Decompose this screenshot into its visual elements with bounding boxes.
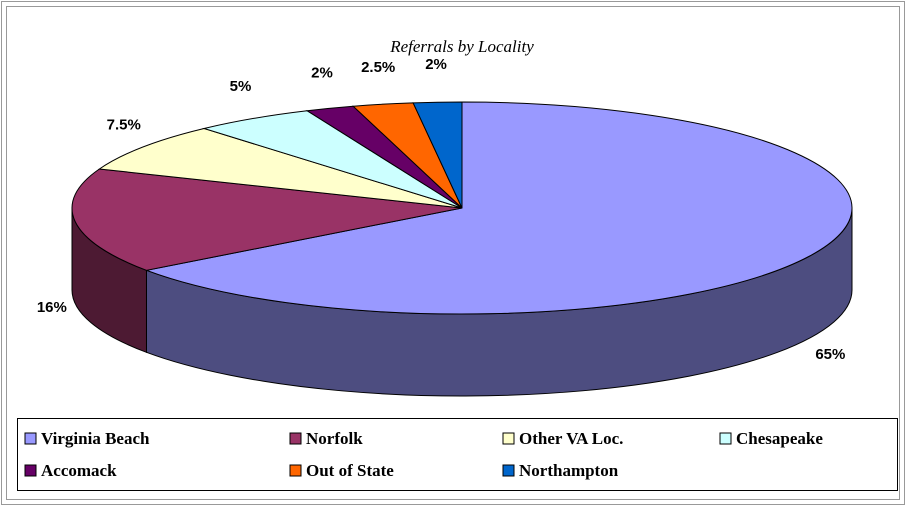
- legend-swatch: [502, 464, 515, 477]
- legend-swatch: [289, 464, 302, 477]
- slice: [412, 101, 463, 209]
- data-label: 65%: [815, 346, 845, 363]
- legend-label: Virginia Beach: [41, 429, 150, 448]
- data-label: 2%: [311, 64, 333, 81]
- legend-label: Northampton: [519, 461, 619, 480]
- inner-frame: [6, 6, 900, 500]
- data-label: 7.5%: [107, 117, 141, 134]
- pie: [71, 101, 853, 397]
- legend-box: [17, 418, 898, 491]
- legend-label: Chesapeake: [736, 429, 823, 448]
- legend-label: Accomack: [41, 461, 117, 480]
- legend-label: Norfolk: [306, 429, 363, 448]
- legend-swatch: [24, 464, 37, 477]
- data-label: 2%: [425, 56, 447, 73]
- legend-swatch: [289, 432, 302, 445]
- legend-swatch: [719, 432, 732, 445]
- slice: [71, 168, 463, 271]
- legend-label: Out of State: [306, 461, 394, 480]
- legend-label: Other VA Loc.: [519, 429, 623, 448]
- slice: [97, 127, 463, 209]
- chart-title: Referrals by Locality: [389, 37, 534, 56]
- data-label: 16%: [37, 299, 67, 316]
- data-label: 5%: [230, 78, 252, 95]
- legend-swatch: [24, 432, 37, 445]
- slice: [144, 101, 853, 315]
- data-label: 2.5%: [361, 59, 395, 76]
- legend-swatch: [502, 432, 515, 445]
